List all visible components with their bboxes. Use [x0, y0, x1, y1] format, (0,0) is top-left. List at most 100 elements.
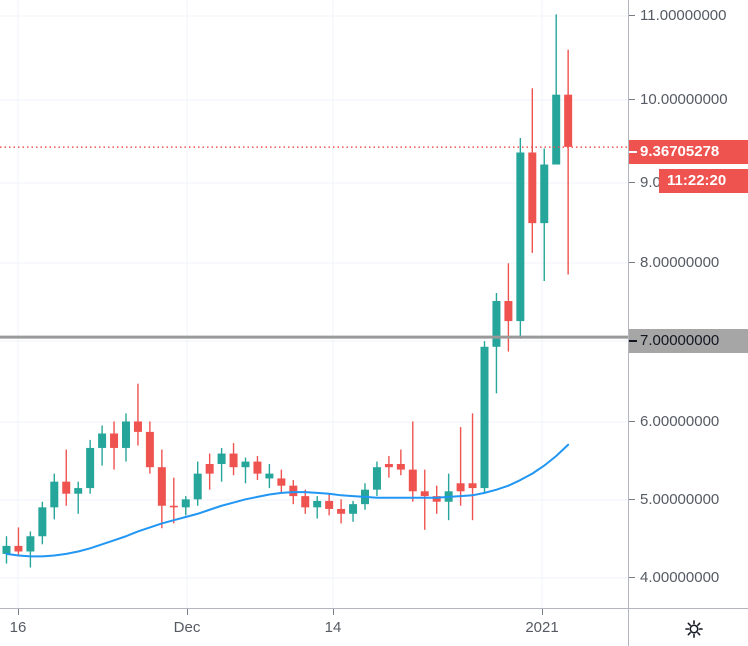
candlestick [50, 473, 59, 520]
candle-body [301, 496, 310, 508]
candle-body [408, 469, 417, 492]
price-axis[interactable]: 11.0000000010.000000009.000000008.000000… [628, 0, 748, 608]
candle-body [26, 536, 35, 552]
time-tick-label: 14 [324, 619, 342, 636]
level-badge-label: 7.00000000 [640, 332, 720, 349]
candle-body [540, 164, 549, 224]
candlestick [74, 481, 83, 514]
candlestick [14, 527, 23, 556]
countdown-badge[interactable]: 11:22:20 [659, 169, 748, 193]
candlestick-series [2, 14, 573, 568]
gear-icon-glyph [685, 620, 703, 638]
candle-body [265, 473, 274, 479]
candlestick [169, 477, 178, 524]
candle-body [277, 478, 286, 486]
candle-body [349, 504, 358, 514]
candle-body [552, 94, 561, 165]
candle-body [122, 421, 130, 448]
price-tick-dash [629, 421, 635, 422]
candlestick [564, 49, 573, 275]
time-tick-dash [18, 609, 19, 615]
candle-body [325, 500, 334, 509]
candle-body [313, 500, 322, 508]
price-tick-label: 6.00000000 [640, 413, 720, 430]
candlestick [516, 138, 525, 339]
candlestick [98, 425, 107, 466]
candlestick [325, 493, 334, 516]
candle-body [492, 301, 501, 347]
candlestick [349, 500, 358, 522]
candle-body [372, 467, 381, 490]
candlestick [492, 292, 501, 394]
chart-plot-area[interactable] [0, 0, 628, 608]
candlestick [337, 499, 346, 524]
candle-body [110, 433, 119, 448]
candle-body [62, 481, 71, 494]
level-badge-dash [629, 340, 637, 342]
price-axis-tick: 5.00000000 [629, 491, 748, 509]
candle-body [193, 473, 202, 500]
candle-body [169, 505, 178, 508]
countdown-label: 11:22:20 [667, 172, 727, 189]
candlestick [396, 449, 405, 476]
price-tick-label: 11.00000000 [640, 7, 727, 24]
candlestick [122, 413, 130, 462]
moving-average-line [5, 443, 570, 558]
price-tick-dash [629, 499, 635, 500]
candle-body [289, 485, 298, 497]
price-tick-dash [629, 15, 635, 16]
candlestick [205, 453, 214, 490]
time-tick-label: 2021 [525, 619, 559, 636]
candlestick-chart-canvas [0, 0, 628, 608]
candlestick [241, 457, 250, 484]
time-axis[interactable]: 16 Dec 14 2021 [0, 608, 748, 646]
candlestick [301, 489, 310, 514]
candle-body [181, 499, 190, 508]
candlestick [38, 501, 47, 545]
gridlines [0, 0, 628, 608]
candlestick [157, 449, 166, 529]
candle-body [205, 463, 214, 474]
candlestick [408, 421, 417, 502]
candlestick [181, 496, 190, 516]
candle-body [528, 152, 537, 224]
candlestick [372, 461, 381, 497]
candle-body [468, 483, 477, 489]
candle-body [50, 481, 59, 508]
candle-body [516, 152, 525, 322]
candle-body [396, 463, 405, 470]
candle-body [229, 453, 238, 468]
time-tick-label: Dec [173, 619, 201, 636]
candle-body [253, 461, 262, 474]
candlestick [26, 531, 35, 568]
candle-body [98, 433, 107, 448]
candlestick [468, 413, 477, 521]
candlestick [277, 469, 286, 494]
price-axis-tick: 8.00000000 [629, 254, 748, 272]
price-tick-label: 4.00000000 [640, 569, 720, 586]
price-axis-tick: 4.00000000 [629, 569, 748, 587]
gear-icon[interactable] [681, 616, 707, 642]
candlestick [2, 536, 11, 564]
price-tick-dash [629, 577, 635, 578]
price-axis-tick: 11.00000000 [629, 7, 748, 25]
price-tick-dash [629, 99, 635, 100]
price-axis-tick: 10.00000000 [629, 91, 748, 109]
candlestick [253, 455, 262, 481]
candlestick [420, 469, 429, 530]
candle-body [2, 545, 11, 554]
price-tick-dash [629, 182, 635, 183]
candle-body [504, 301, 513, 322]
candlestick [540, 148, 549, 281]
time-tick-dash [542, 609, 543, 615]
last-price-badge-dash [629, 151, 637, 153]
candlestick [456, 427, 465, 506]
candlestick [86, 439, 95, 494]
candle-body [86, 447, 95, 489]
candlestick [384, 455, 393, 478]
level-price-badge[interactable]: 7.00000000 [629, 329, 748, 353]
last-price-badge[interactable]: 9.36705278 [629, 140, 748, 164]
time-tick-dash [333, 609, 334, 615]
candle-body [420, 491, 429, 497]
